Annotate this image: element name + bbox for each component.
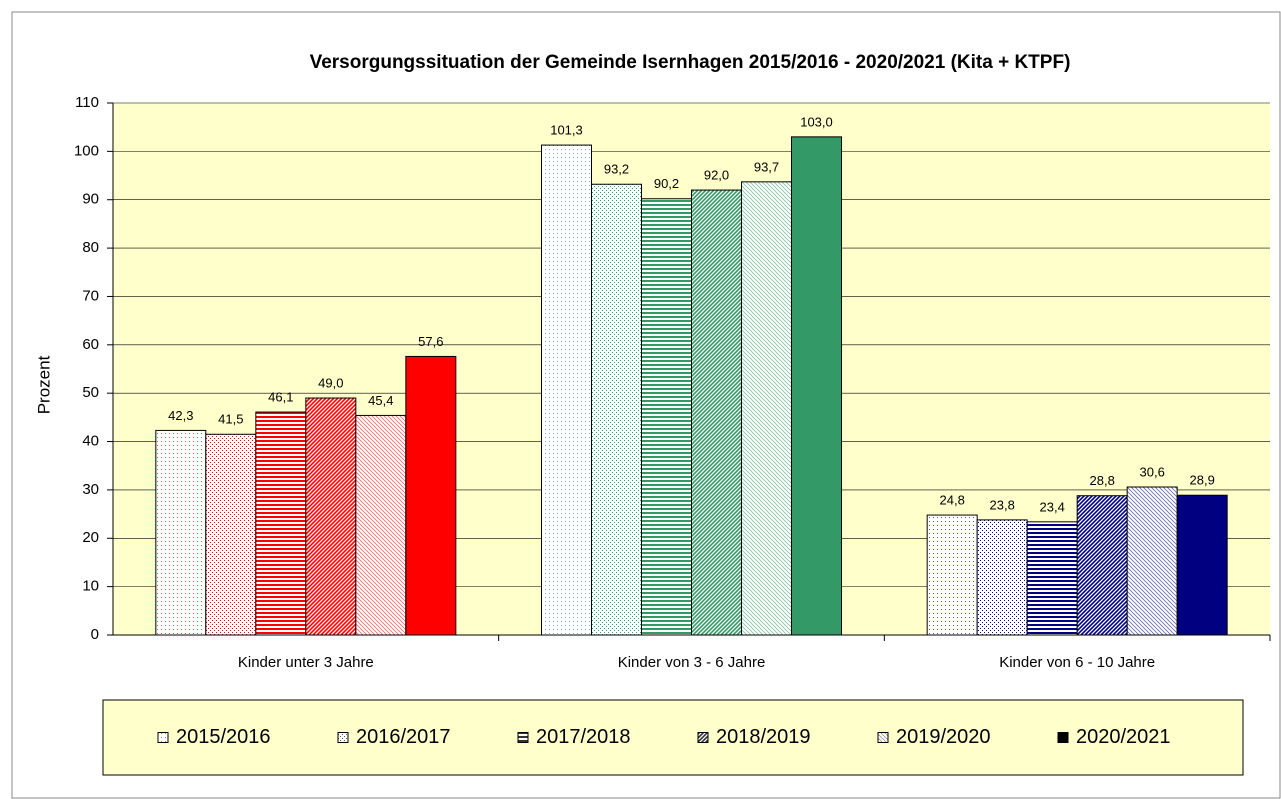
legend-label: 2018/2019 bbox=[716, 726, 811, 748]
y-tick-label: 30 bbox=[82, 481, 99, 498]
y-tick-label: 50 bbox=[82, 384, 99, 401]
x-tick-label: Kinder unter 3 Jahre bbox=[238, 654, 374, 671]
bar bbox=[976, 519, 1028, 636]
y-tick-label: 110 bbox=[75, 94, 99, 111]
value-label: 45,4 bbox=[368, 393, 393, 408]
legend-swatch bbox=[337, 732, 349, 743]
y-tick-label: 40 bbox=[82, 433, 99, 450]
x-tick-label: Kinder von 6 - 10 Jahre bbox=[999, 654, 1155, 671]
value-label: 24,8 bbox=[940, 492, 965, 507]
value-label: 23,8 bbox=[990, 497, 1015, 512]
legend-swatch bbox=[697, 732, 709, 743]
bar bbox=[926, 514, 978, 636]
value-label: 93,7 bbox=[754, 159, 779, 174]
y-tick-label: 60 bbox=[82, 336, 99, 353]
value-label: 49,0 bbox=[318, 375, 343, 390]
legend-swatch bbox=[157, 732, 169, 743]
bar bbox=[591, 183, 642, 636]
bar bbox=[255, 411, 307, 636]
x-tick-label: Kinder von 3 - 6 Jahre bbox=[618, 654, 766, 671]
bar bbox=[155, 429, 207, 636]
value-label: 30,6 bbox=[1140, 464, 1165, 479]
value-label: 42,3 bbox=[168, 408, 193, 423]
value-label: 23,4 bbox=[1040, 499, 1065, 514]
value-label: 41,5 bbox=[218, 412, 243, 427]
legend-swatch bbox=[1057, 732, 1069, 743]
value-label: 103,0 bbox=[800, 114, 833, 129]
y-tick-label: 0 bbox=[91, 626, 99, 643]
legend-label: 2015/2016 bbox=[176, 726, 271, 748]
y-axis-label: Prozent bbox=[34, 355, 53, 414]
bar bbox=[1126, 486, 1178, 636]
y-tick-label: 20 bbox=[82, 529, 99, 546]
legend-label: 2017/2018 bbox=[536, 726, 631, 748]
bar bbox=[205, 433, 257, 636]
legend-swatch bbox=[877, 732, 889, 743]
y-tick-label: 80 bbox=[82, 239, 99, 256]
legend-box bbox=[102, 699, 1244, 776]
legend-label: 2020/2021 bbox=[1076, 726, 1171, 748]
value-label: 92,0 bbox=[704, 167, 729, 182]
bar bbox=[791, 136, 842, 636]
value-label: 101,3 bbox=[550, 123, 583, 138]
value-label: 90,2 bbox=[654, 176, 679, 191]
value-label: 28,8 bbox=[1090, 473, 1115, 488]
bar bbox=[1176, 494, 1228, 636]
bar bbox=[1026, 521, 1078, 636]
legend-label: 2016/2017 bbox=[356, 726, 451, 748]
bar bbox=[641, 198, 692, 636]
bar bbox=[691, 189, 742, 636]
bar bbox=[305, 397, 357, 636]
bar bbox=[1076, 495, 1128, 636]
bar bbox=[541, 144, 592, 636]
bar bbox=[355, 414, 407, 636]
y-tick-label: 10 bbox=[82, 578, 99, 595]
bar bbox=[741, 181, 792, 636]
value-label: 28,9 bbox=[1190, 473, 1215, 488]
legend-label: 2019/2020 bbox=[896, 726, 991, 748]
legend-swatch bbox=[517, 732, 529, 743]
value-label: 93,2 bbox=[604, 162, 629, 177]
value-label: 57,6 bbox=[418, 334, 443, 349]
bar bbox=[405, 355, 457, 636]
value-label: 46,1 bbox=[268, 389, 293, 404]
chart-title: Versorgungssituation der Gemeinde Isernh… bbox=[310, 52, 1071, 73]
y-tick-label: 100 bbox=[74, 142, 99, 159]
y-tick-label: 70 bbox=[82, 287, 99, 304]
y-tick-label: 90 bbox=[82, 191, 99, 208]
